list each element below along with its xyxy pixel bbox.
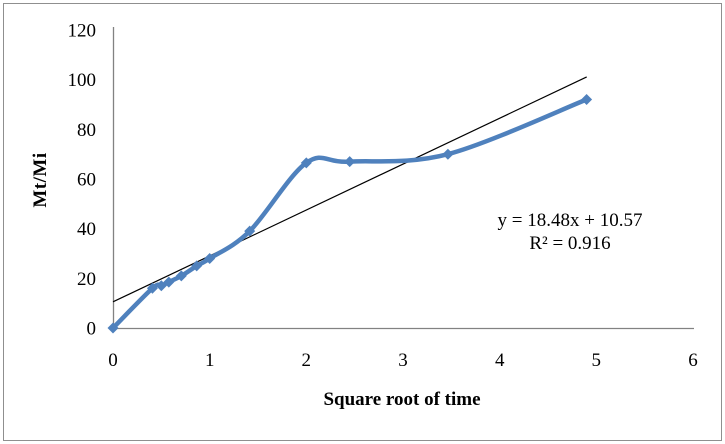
y-tick-label: 120 (68, 21, 97, 42)
x-tick-label: 5 (592, 350, 602, 371)
data-point-marker (344, 156, 356, 168)
data-point-marker (442, 148, 454, 160)
axes (112, 27, 694, 330)
y-axis-title: Mt/Mi (30, 152, 51, 208)
x-axis-tick-labels: 0 1 2 3 4 5 6 (108, 350, 698, 371)
y-tick-label: 20 (77, 269, 96, 290)
data-point-marker (204, 253, 216, 264)
data-point-marker (107, 322, 119, 334)
trendline (112, 76, 587, 303)
data-point-marker (191, 260, 203, 272)
y-tick-label: 100 (68, 70, 97, 91)
y-tick-label: 0 (87, 319, 97, 340)
x-tick-label: 3 (398, 350, 408, 371)
y-tick-label: 40 (77, 219, 96, 240)
data-point-marker (175, 270, 187, 282)
x-tick-label: 1 (205, 350, 215, 371)
data-point-marker (163, 276, 175, 288)
y-axis-tick-labels: 0 20 40 60 80 100 120 (68, 21, 97, 340)
x-tick-label: 4 (495, 350, 505, 371)
data-point-marker (581, 94, 593, 105)
x-tick-label: 0 (108, 350, 118, 371)
x-axis-title: Square root of time (323, 389, 481, 410)
data-point-marker (300, 157, 312, 169)
y-tick-label: 80 (77, 120, 96, 141)
trendline-rsquared-text: R² = 0.916 (529, 233, 611, 254)
x-tick-label: 6 (688, 350, 698, 371)
trendline-equation-text: y = 18.48x + 10.57 (497, 210, 643, 231)
trendline-annotation: y = 18.48x + 10.57 R² = 0.916 (455, 209, 685, 255)
data-series-markers (107, 94, 593, 334)
chart-outer-border (3, 3, 722, 441)
data-point-marker (244, 225, 256, 237)
data-point-marker (146, 282, 158, 294)
y-tick-label: 60 (77, 170, 96, 191)
x-tick-label: 2 (302, 350, 312, 371)
data-point-marker (155, 280, 167, 292)
